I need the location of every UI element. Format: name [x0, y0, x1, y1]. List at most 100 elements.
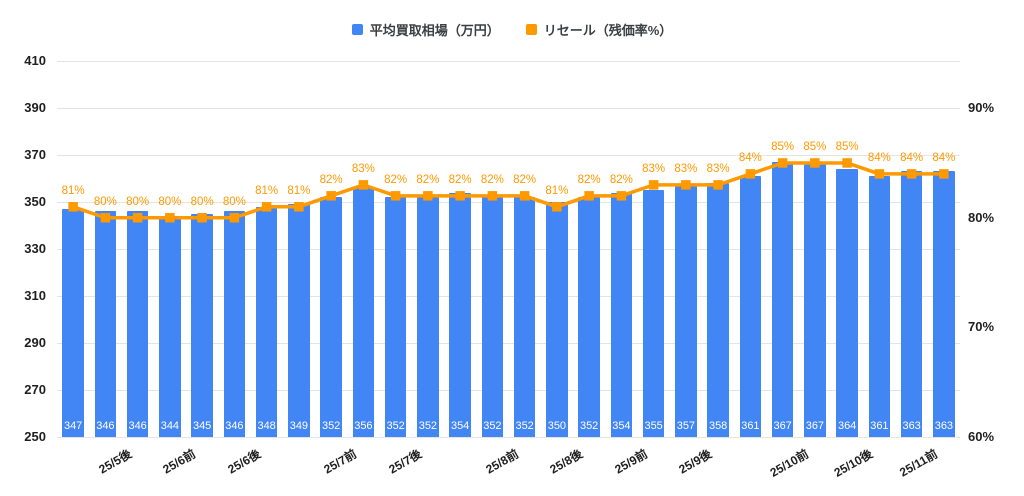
line-point[interactable]: [713, 180, 723, 190]
bar[interactable]: [675, 185, 697, 437]
line-point[interactable]: [68, 202, 78, 212]
left-axis-tick-label: 290: [24, 335, 46, 350]
line-point-label: 82%: [384, 173, 408, 186]
x-axis-tick-label: 25/7後: [386, 446, 424, 477]
right-axis-tick-label: 80%: [968, 209, 995, 225]
bar[interactable]: [933, 171, 955, 437]
right-axis-tick-label: 60%: [968, 429, 995, 444]
line-point-label: 84%: [867, 151, 891, 164]
line-point[interactable]: [648, 180, 659, 190]
bar-value-label: 344: [160, 420, 180, 432]
gridline: [57, 108, 960, 109]
bar-value-label: 352: [321, 420, 341, 432]
bar[interactable]: [771, 162, 794, 437]
bar[interactable]: [739, 176, 762, 437]
bar[interactable]: [191, 213, 213, 437]
line-point[interactable]: [777, 158, 788, 168]
gridline: [57, 61, 960, 62]
bar-value-label: 364: [837, 420, 857, 432]
line-series-swatch-icon: [525, 24, 537, 35]
gridline: [57, 249, 960, 250]
bar[interactable]: [384, 197, 407, 437]
line-point[interactable]: [842, 158, 852, 168]
x-axis-tick-label: 25/8前: [482, 446, 521, 477]
line-point[interactable]: [745, 169, 756, 179]
line-point[interactable]: [100, 213, 111, 223]
line-point[interactable]: [552, 202, 562, 212]
bar[interactable]: [900, 171, 923, 437]
line-point[interactable]: [261, 202, 272, 212]
line-point[interactable]: [423, 191, 433, 201]
x-axis-tick-label: 25/11前: [896, 446, 940, 480]
plot-area: 347 346 346 344 345 346 348 349 352 356 352 352 354 3…: [57, 61, 960, 438]
bar[interactable]: [94, 211, 117, 437]
left-axis-tick-label: 330: [24, 241, 46, 256]
bar-value-label: 349: [289, 420, 309, 432]
line-point-label: 82%: [480, 173, 504, 186]
bar-value-label: 352: [386, 420, 405, 432]
line-point[interactable]: [358, 180, 369, 190]
bar[interactable]: [868, 176, 891, 437]
line-point[interactable]: [132, 213, 143, 223]
line-point[interactable]: [229, 213, 240, 223]
line-point[interactable]: [874, 169, 885, 179]
bar-value-label: 346: [128, 420, 147, 432]
line-point-label: 82%: [609, 173, 633, 186]
line-point-label: 82%: [513, 173, 537, 186]
line-point[interactable]: [810, 158, 820, 168]
bar-value-label: 363: [902, 420, 921, 432]
bar[interactable]: [481, 197, 504, 437]
bar[interactable]: [707, 183, 729, 437]
bar[interactable]: [804, 162, 826, 437]
bar[interactable]: [513, 197, 536, 437]
left-axis-tick-label: 270: [24, 382, 46, 397]
line-point[interactable]: [294, 202, 304, 212]
right-axis-tick-label: 90%: [968, 100, 995, 116]
bar[interactable]: [546, 202, 568, 437]
bar-value-label: 367: [773, 420, 792, 432]
line-point[interactable]: [519, 191, 530, 201]
bar[interactable]: [126, 211, 149, 437]
bar[interactable]: [578, 197, 600, 437]
legend-label-buy-price: 平均買取相場（万円）: [369, 23, 500, 38]
x-axis-tick-label: 25/10後: [831, 446, 876, 480]
bar[interactable]: [288, 204, 310, 437]
line-point-label: 83%: [674, 162, 698, 175]
bar-value-label: 352: [515, 420, 534, 432]
bar-value-label: 352: [579, 420, 599, 432]
line-point[interactable]: [455, 191, 465, 201]
bar[interactable]: [62, 209, 84, 437]
left-axis-tick-label: 370: [24, 147, 46, 162]
x-axis-tick-label: 25/6前: [160, 446, 198, 477]
x-axis-tick-label: 25/5後: [95, 446, 134, 477]
bar[interactable]: [223, 211, 246, 437]
bar[interactable]: [642, 190, 665, 437]
bar[interactable]: [836, 169, 858, 437]
line-point[interactable]: [681, 180, 691, 190]
bar[interactable]: [449, 192, 471, 437]
chart-legend: 平均買取相場（万円） リセール（残価率%）: [0, 20, 1024, 39]
bar[interactable]: [320, 197, 342, 437]
bar[interactable]: [417, 197, 439, 437]
bar[interactable]: [352, 187, 375, 437]
gridline: [57, 202, 960, 203]
line-point[interactable]: [906, 169, 917, 179]
bar[interactable]: [255, 206, 278, 437]
resale-line: [68, 158, 949, 223]
bar-value-label: 345: [192, 420, 212, 432]
line-point[interactable]: [616, 191, 627, 201]
line-point[interactable]: [939, 169, 949, 179]
line-point[interactable]: [165, 213, 175, 223]
line-point[interactable]: [487, 191, 498, 201]
bar[interactable]: [159, 216, 181, 437]
line-point[interactable]: [584, 191, 594, 201]
legend-label-resale: リセール（残価率%）: [543, 23, 673, 38]
line-point-label: 82%: [416, 173, 440, 186]
bar[interactable]: [610, 192, 633, 437]
x-axis-tick-label: 25/7前: [321, 446, 360, 477]
left-axis-tick-label: 350: [24, 194, 46, 209]
line-point-label: 82%: [319, 173, 343, 186]
line-point[interactable]: [326, 191, 336, 201]
line-point[interactable]: [197, 213, 207, 223]
line-point[interactable]: [390, 191, 401, 201]
